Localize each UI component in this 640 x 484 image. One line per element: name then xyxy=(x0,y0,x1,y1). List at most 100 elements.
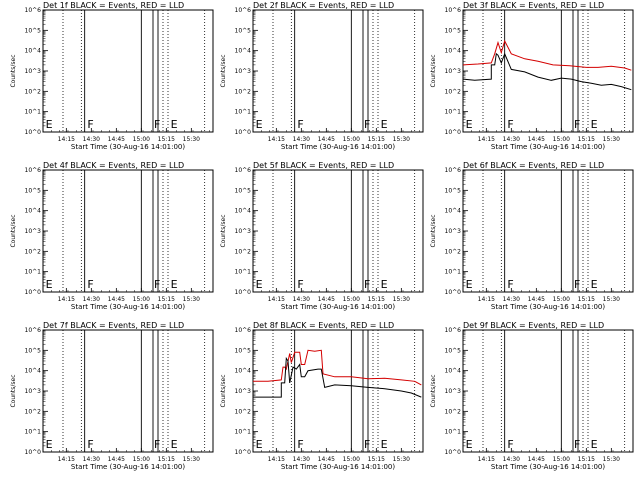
y-tick-label: 10^1 xyxy=(445,429,462,436)
x-tick-label: 14:45 xyxy=(318,136,335,143)
x-tick-label: 15:00 xyxy=(343,296,360,303)
panel-title: Det 3f BLACK = Events, RED = LLD xyxy=(463,1,604,10)
y-axis-label: Counts/sec xyxy=(10,214,17,247)
events-series-line xyxy=(253,356,422,398)
x-tick-label: 14:45 xyxy=(108,136,125,143)
x-tick-label: 15:15 xyxy=(368,136,385,143)
plot-frame xyxy=(252,169,424,293)
panel-8: Det 8f BLACK = Events, RED = LLD 10^0 10^1… xyxy=(220,321,424,471)
x-tick-label: 14:15 xyxy=(268,136,285,143)
y-tick-label: 10^1 xyxy=(235,109,252,116)
y-axis-label: Counts/sec xyxy=(220,214,227,247)
marker-label-e: E xyxy=(46,438,53,451)
marker-label-e: E xyxy=(171,438,178,451)
x-tick-label: 15:00 xyxy=(343,456,360,463)
x-tick-label: 14:30 xyxy=(83,296,100,303)
x-tick-label: 15:15 xyxy=(158,456,175,463)
y-tick-label: 10^1 xyxy=(235,269,252,276)
x-axis-label: Start Time (30-Aug-16 14:01:00) xyxy=(71,463,185,471)
x-tick-label: 14:15 xyxy=(58,296,75,303)
marker-label-e: E xyxy=(171,278,178,291)
y-tick-label: 10^0 xyxy=(25,449,42,456)
x-tick-label: 14:30 xyxy=(293,456,310,463)
panel-9: Det 9f BLACK = Events, RED = LLD 10^0 10^1… xyxy=(430,321,634,471)
panel-title: Det 1f BLACK = Events, RED = LLD xyxy=(43,1,184,10)
panel-title: Det 6f BLACK = Events, RED = LLD xyxy=(463,161,604,170)
x-tick-label: 14:15 xyxy=(268,456,285,463)
lld-series-line xyxy=(462,39,632,71)
marker-label-f: F xyxy=(574,278,580,291)
y-tick-label: 10^0 xyxy=(445,289,462,296)
y-tick-label: 10^6 xyxy=(445,7,462,14)
y-tick-label: 10^0 xyxy=(445,129,462,136)
x-tick-label: 15:15 xyxy=(368,456,385,463)
panel-7: Det 7f BLACK = Events, RED = LLD 10^0 10^1… xyxy=(10,321,214,471)
lld-series-line xyxy=(253,349,422,386)
x-tick-label: 15:30 xyxy=(393,456,410,463)
x-tick-label: 14:15 xyxy=(268,296,285,303)
panel-4: Det 4f BLACK = Events, RED = LLD 10^0 10^1… xyxy=(10,161,214,311)
x-tick-label: 14:45 xyxy=(528,296,545,303)
x-tick-label: 15:30 xyxy=(393,296,410,303)
marker-label-f: F xyxy=(87,118,93,131)
marker-label-f: F xyxy=(154,278,160,291)
y-tick-label: 10^4 xyxy=(445,368,462,375)
y-tick-label: 10^1 xyxy=(445,109,462,116)
marker-label-f: F xyxy=(154,438,160,451)
y-tick-label: 10^0 xyxy=(235,289,252,296)
y-tick-label: 10^3 xyxy=(25,68,42,75)
y-tick-label: 10^4 xyxy=(445,208,462,215)
y-tick-label: 10^2 xyxy=(445,88,462,95)
marker-label-f: F xyxy=(574,118,580,131)
y-tick-label: 10^2 xyxy=(445,408,462,415)
x-tick-label: 15:30 xyxy=(183,136,200,143)
y-tick-label: 10^1 xyxy=(25,429,42,436)
events-series-line xyxy=(462,52,632,91)
y-axis-label: Counts/sec xyxy=(10,54,17,87)
y-tick-label: 10^5 xyxy=(235,187,252,194)
plot-frame xyxy=(42,329,214,453)
marker-label-f: F xyxy=(364,278,370,291)
y-axis-label: Counts/sec xyxy=(10,374,17,407)
x-tick-label: 15:30 xyxy=(183,456,200,463)
y-tick-label: 10^3 xyxy=(25,228,42,235)
marker-label-e: E xyxy=(591,118,598,131)
x-tick-label: 15:30 xyxy=(393,136,410,143)
marker-label-f: F xyxy=(297,278,303,291)
y-tick-label: 10^5 xyxy=(445,347,462,354)
x-tick-label: 14:30 xyxy=(83,136,100,143)
y-tick-label: 10^5 xyxy=(235,27,252,34)
y-tick-label: 10^5 xyxy=(235,347,252,354)
x-tick-label: 15:00 xyxy=(553,136,570,143)
y-tick-label: 10^4 xyxy=(445,48,462,55)
y-tick-label: 10^2 xyxy=(235,408,252,415)
plot-frame xyxy=(462,9,634,133)
y-axis-label: Counts/sec xyxy=(430,214,437,247)
y-tick-label: 10^1 xyxy=(235,429,252,436)
y-tick-label: 10^3 xyxy=(25,388,42,395)
x-tick-label: 15:15 xyxy=(368,296,385,303)
marker-label-f: F xyxy=(297,438,303,451)
y-tick-label: 10^3 xyxy=(445,228,462,235)
x-tick-label: 14:30 xyxy=(503,296,520,303)
y-tick-label: 10^3 xyxy=(235,228,252,235)
plot-frame xyxy=(252,329,424,453)
marker-label-f: F xyxy=(507,438,513,451)
x-tick-label: 15:15 xyxy=(578,136,595,143)
plot-frame xyxy=(252,9,424,133)
y-tick-label: 10^4 xyxy=(25,368,42,375)
x-tick-label: 15:00 xyxy=(133,456,150,463)
marker-label-e: E xyxy=(466,118,473,131)
x-axis-label: Start Time (30-Aug-16 14:01:00) xyxy=(281,303,395,311)
marker-label-e: E xyxy=(171,118,178,131)
marker-label-e: E xyxy=(256,118,263,131)
panel-3: Det 3f BLACK = Events, RED = LLD 10^0 10^1… xyxy=(430,1,634,151)
y-tick-label: 10^2 xyxy=(235,88,252,95)
x-axis-label: Start Time (30-Aug-16 14:01:00) xyxy=(491,303,605,311)
x-tick-label: 14:15 xyxy=(478,456,495,463)
x-axis-label: Start Time (30-Aug-16 14:01:00) xyxy=(491,143,605,151)
y-tick-label: 10^0 xyxy=(235,449,252,456)
y-tick-label: 10^3 xyxy=(235,388,252,395)
panel-2: Det 2f BLACK = Events, RED = LLD 10^0 10^1… xyxy=(220,1,424,151)
